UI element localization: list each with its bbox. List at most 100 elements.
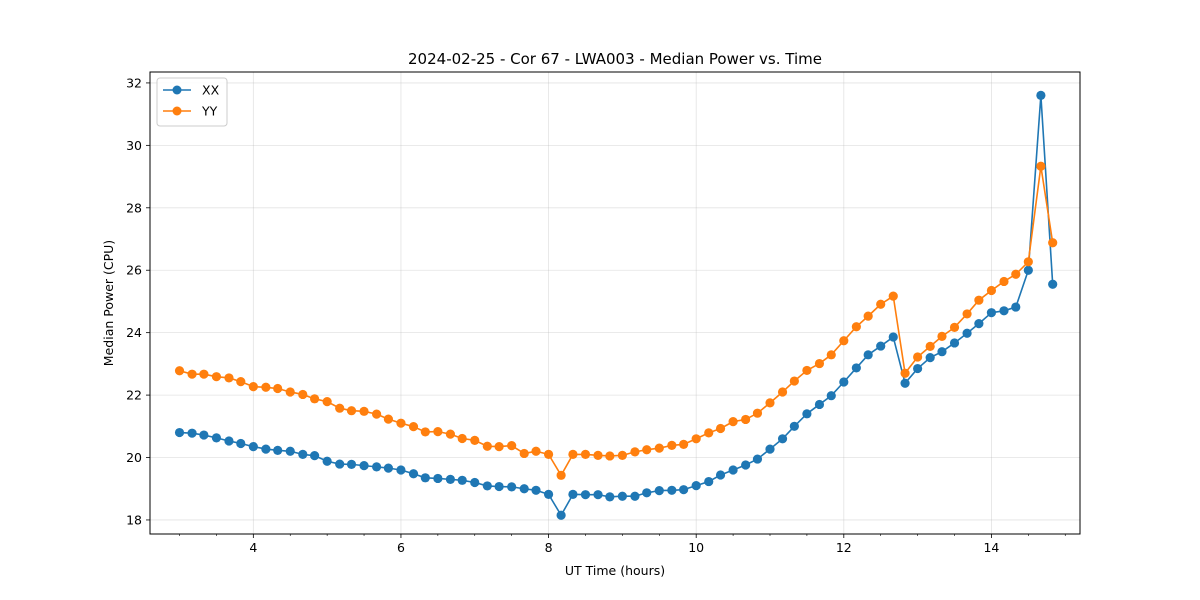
data-point-xx [580, 490, 591, 500]
x-tick-label: 14 [983, 540, 999, 555]
data-point-xx [765, 444, 775, 454]
data-point-yy [802, 365, 812, 376]
data-point-yy [298, 389, 308, 400]
data-point-xx [531, 485, 541, 495]
data-point-xx [543, 489, 554, 499]
x-axis-label: UT Time (hours) [565, 563, 665, 578]
data-point-xx [888, 332, 898, 342]
data-point-yy [974, 295, 984, 305]
data-point-xx [667, 485, 677, 495]
data-point-xx [273, 445, 283, 455]
data-point-yy [396, 418, 406, 428]
data-point-xx [199, 430, 209, 440]
data-point-yy [568, 449, 578, 459]
y-tick-label: 28 [126, 200, 142, 215]
data-point-xx [335, 459, 345, 469]
data-point-yy [863, 311, 873, 321]
data-point-yy [285, 387, 295, 397]
data-point-xx [974, 319, 984, 329]
data-point-xx [752, 454, 763, 464]
data-point-yy [470, 435, 480, 445]
data-point-yy [826, 350, 836, 360]
data-point-yy [248, 382, 258, 392]
data-point-yy [962, 309, 972, 319]
data-point-xx [507, 482, 517, 492]
data-point-xx [224, 436, 234, 446]
data-point-xx [999, 306, 1009, 316]
data-point-xx [593, 490, 603, 500]
y-tick-label: 26 [126, 263, 142, 278]
data-point-yy [420, 427, 430, 437]
data-point-xx [346, 459, 357, 469]
data-point-xx [1023, 265, 1033, 275]
data-point-xx [863, 350, 873, 360]
data-point-xx [396, 465, 406, 475]
data-point-xx [174, 427, 185, 438]
data-point-xx [494, 481, 504, 492]
data-point-yy [728, 417, 738, 427]
data-point-yy [630, 447, 640, 457]
data-point-xx [913, 363, 923, 374]
data-point-yy [310, 394, 320, 404]
data-point-xx [826, 391, 836, 401]
data-point-yy [457, 433, 467, 444]
y-tick-label: 20 [126, 450, 142, 465]
data-point-xx [261, 444, 271, 454]
data-point-yy [1023, 257, 1033, 267]
data-point-yy [494, 441, 504, 452]
data-point-xx [187, 428, 197, 438]
data-point-xx [470, 477, 480, 488]
data-point-xx [445, 474, 455, 484]
data-point-yy [236, 377, 246, 387]
data-point-yy [913, 352, 923, 362]
data-point-yy [715, 423, 726, 434]
data-point-yy [408, 422, 419, 432]
series-xx [174, 90, 1058, 520]
y-tick-label: 32 [126, 75, 142, 90]
data-point-xx [802, 409, 812, 419]
y-tick-label: 22 [126, 388, 142, 403]
data-point-yy [814, 358, 825, 369]
chart-title: 2024-02-25 - Cor 67 - LWA003 - Median Po… [408, 50, 822, 68]
data-point-xx [691, 481, 701, 491]
data-point-yy [433, 427, 443, 437]
data-point-xx [310, 451, 320, 461]
legend-label-xx: XX [202, 83, 220, 98]
data-point-yy [888, 291, 898, 301]
data-point-yy [617, 450, 627, 460]
data-point-yy [531, 446, 541, 456]
data-point-xx [789, 421, 799, 431]
data-point-yy [789, 376, 799, 386]
data-point-yy [556, 470, 566, 480]
data-point-yy [986, 285, 997, 296]
data-point-xx [482, 481, 492, 491]
data-point-yy [654, 443, 664, 453]
data-point-yy [691, 434, 701, 444]
data-point-xx [617, 491, 627, 501]
data-point-yy [605, 451, 615, 461]
x-tick-label: 6 [397, 540, 405, 555]
data-point-xx [642, 488, 652, 498]
data-point-yy [199, 369, 209, 379]
data-point-yy [765, 398, 775, 408]
data-point-xx [949, 338, 960, 348]
data-point-yy [937, 331, 947, 341]
data-point-xx [741, 460, 751, 470]
data-point-xx [605, 492, 615, 502]
data-point-xx [322, 456, 332, 466]
data-point-yy [211, 372, 222, 382]
data-point-yy [900, 368, 910, 378]
data-point-yy [704, 428, 714, 438]
data-point-xx [851, 363, 861, 373]
data-point-xx [1011, 302, 1021, 312]
data-point-xx [519, 484, 529, 494]
data-point-yy [519, 448, 529, 459]
data-point-yy [851, 322, 861, 332]
data-point-yy [261, 382, 271, 392]
series-yy [174, 161, 1058, 480]
legend: XX YY [156, 77, 228, 127]
data-point-yy [667, 440, 677, 450]
data-point-yy [1036, 161, 1046, 171]
legend-marker-yy [172, 106, 182, 116]
